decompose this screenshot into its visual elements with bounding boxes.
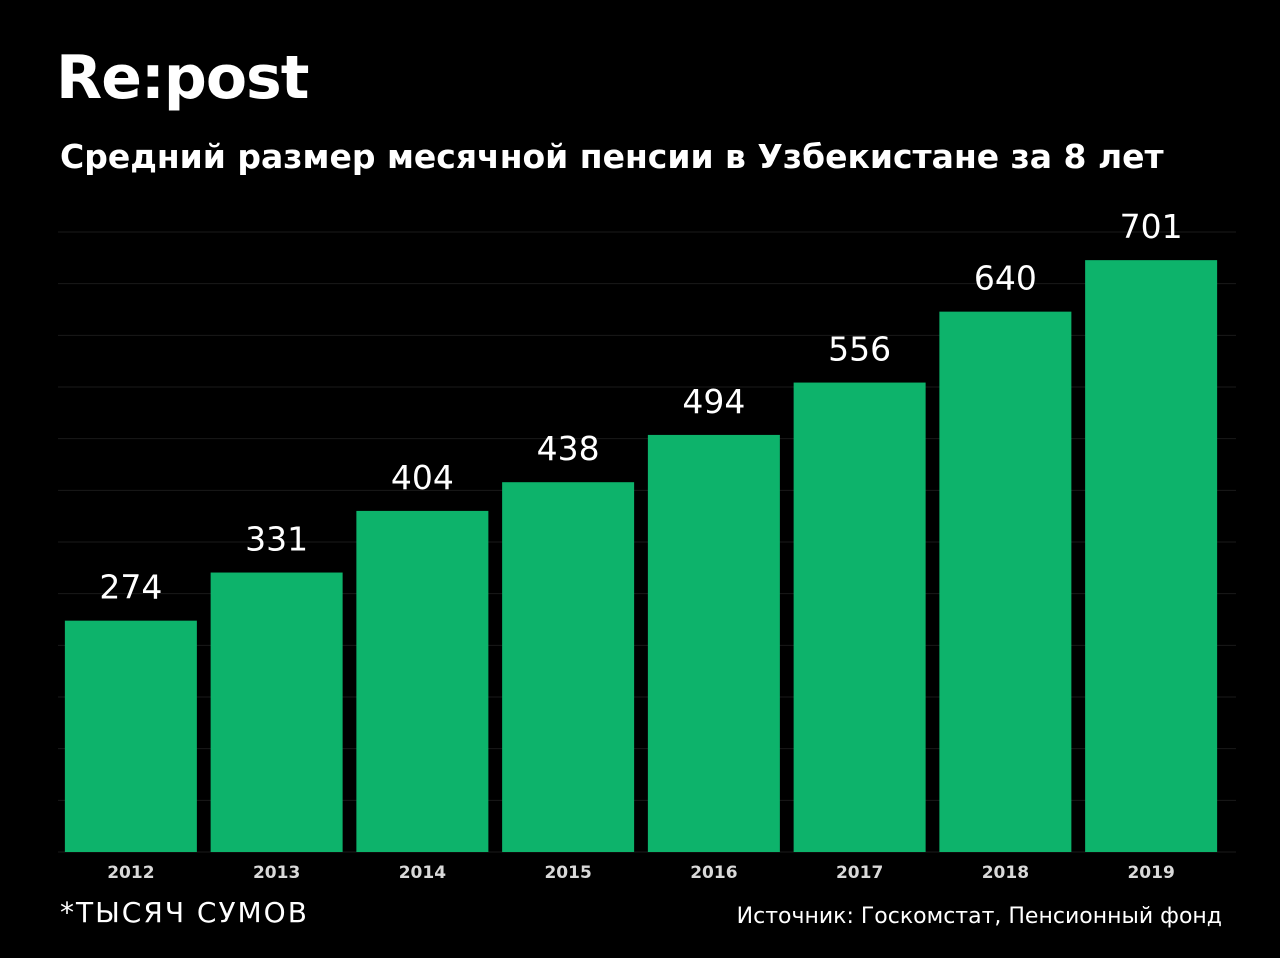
- x-tick-label-2015: 2015: [544, 863, 591, 883]
- data-label-2018: 640: [974, 259, 1037, 298]
- data-label-2014: 404: [391, 458, 454, 497]
- bar-2016: [647, 434, 780, 852]
- bar-2014: [356, 510, 489, 852]
- data-labels: 274 331 404 438 494 556 640 701: [99, 207, 1182, 607]
- source-note: Источник: Госкомстат, Пенсионный фонд: [736, 904, 1222, 929]
- data-label-2019: 701: [1120, 207, 1183, 246]
- bar-2019: [1085, 260, 1218, 852]
- unit-note: *ТЫСЯЧ СУМОВ: [60, 896, 309, 929]
- bars: [64, 260, 1218, 852]
- data-label-2016: 494: [682, 382, 745, 421]
- data-label-2012: 274: [99, 568, 162, 607]
- x-tick-label-2016: 2016: [690, 863, 737, 883]
- x-tick-label-2017: 2017: [836, 863, 883, 883]
- data-label-2017: 556: [828, 330, 891, 369]
- bar-2017: [793, 382, 926, 852]
- data-label-2013: 331: [245, 520, 308, 559]
- data-label-2015: 438: [537, 429, 600, 468]
- x-axis-tick-labels: 2012 2013 2014 2015 2016 2017 2018 2019: [107, 863, 1175, 883]
- x-tick-label-2012: 2012: [107, 863, 154, 883]
- x-tick-label-2019: 2019: [1127, 863, 1174, 883]
- bar-2015: [502, 482, 635, 852]
- bar-2012: [64, 620, 197, 852]
- chart-title: Средний размер месячной пенсии в Узбекис…: [60, 137, 1164, 176]
- x-tick-label-2018: 2018: [982, 863, 1029, 883]
- x-tick-label-2014: 2014: [399, 863, 446, 883]
- bar-2013: [210, 572, 343, 852]
- brand-logo: Re:post: [56, 43, 309, 113]
- bar-2018: [939, 311, 1072, 852]
- x-tick-label-2013: 2013: [253, 863, 300, 883]
